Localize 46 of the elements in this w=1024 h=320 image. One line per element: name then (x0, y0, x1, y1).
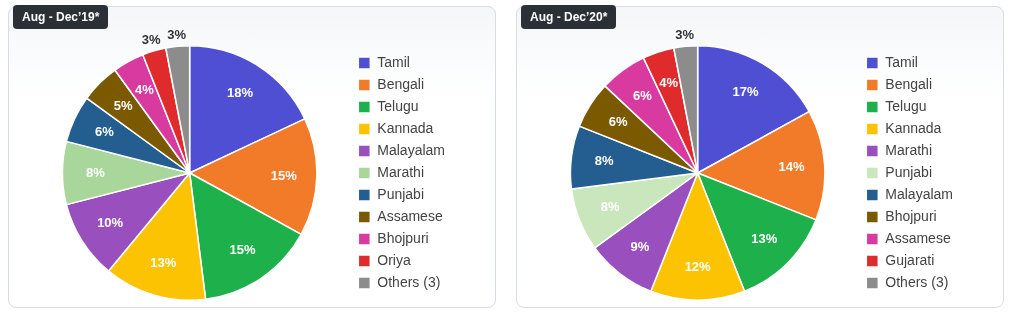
legend-label: Kannada (885, 119, 942, 136)
legend-label: Kannada (377, 119, 434, 136)
legend-label: Punjabi (885, 163, 933, 180)
legend-label: Malayalam (377, 141, 446, 158)
legend-label: Others (3) (885, 273, 949, 290)
data-label: 17% (732, 83, 760, 99)
data-label: 15% (270, 167, 298, 183)
data-label: 6% (608, 114, 628, 130)
legend-label: Assamese (377, 207, 443, 224)
legend-label: Telugu (377, 97, 419, 114)
legend-label: Malayalam (885, 185, 954, 202)
chart-title: Aug - Dec’19* (13, 5, 109, 29)
legend-label: Marathi (377, 163, 424, 180)
legend-label: Assamese (885, 229, 951, 246)
legend-label: Bhojpuri (377, 229, 429, 246)
data-label: 8% (86, 164, 106, 180)
legend-label: Others (3) (377, 273, 441, 290)
data-label: 4% (134, 82, 155, 98)
data-label: 13% (751, 231, 778, 247)
data-label: 18% (227, 85, 254, 101)
legend-label: Bengali (885, 75, 933, 92)
legend-label: Telugu (885, 97, 927, 114)
data-label: 5% (113, 97, 133, 113)
legend-label: Bhojpuri (885, 207, 937, 224)
legend-label: Bengali (377, 75, 425, 92)
data-label: 3% (675, 26, 695, 42)
data-label: 14% (778, 158, 806, 174)
legend-label: Tamil (885, 53, 918, 70)
data-label: 10% (97, 215, 124, 231)
legend-label: Marathi (885, 141, 932, 158)
data-label: 13% (150, 255, 177, 270)
legend-label: Oriya (377, 251, 411, 268)
data-label: 6% (632, 88, 653, 104)
legend-label: Punjabi (377, 185, 425, 202)
data-label: 3% (141, 31, 161, 47)
data-label: 3% (167, 26, 187, 42)
legend-label: Tamil (377, 53, 410, 70)
chart-title: Aug - Dec’20* (521, 5, 617, 29)
data-label: 4% (659, 75, 679, 91)
legend-label: Gujarati (885, 251, 935, 268)
data-label: 15% (229, 242, 257, 258)
data-label: 12% (684, 258, 712, 274)
data-label: 8% (600, 199, 620, 215)
data-label: 9% (630, 238, 650, 254)
data-label: 8% (594, 152, 615, 168)
data-label: 6% (95, 124, 115, 140)
